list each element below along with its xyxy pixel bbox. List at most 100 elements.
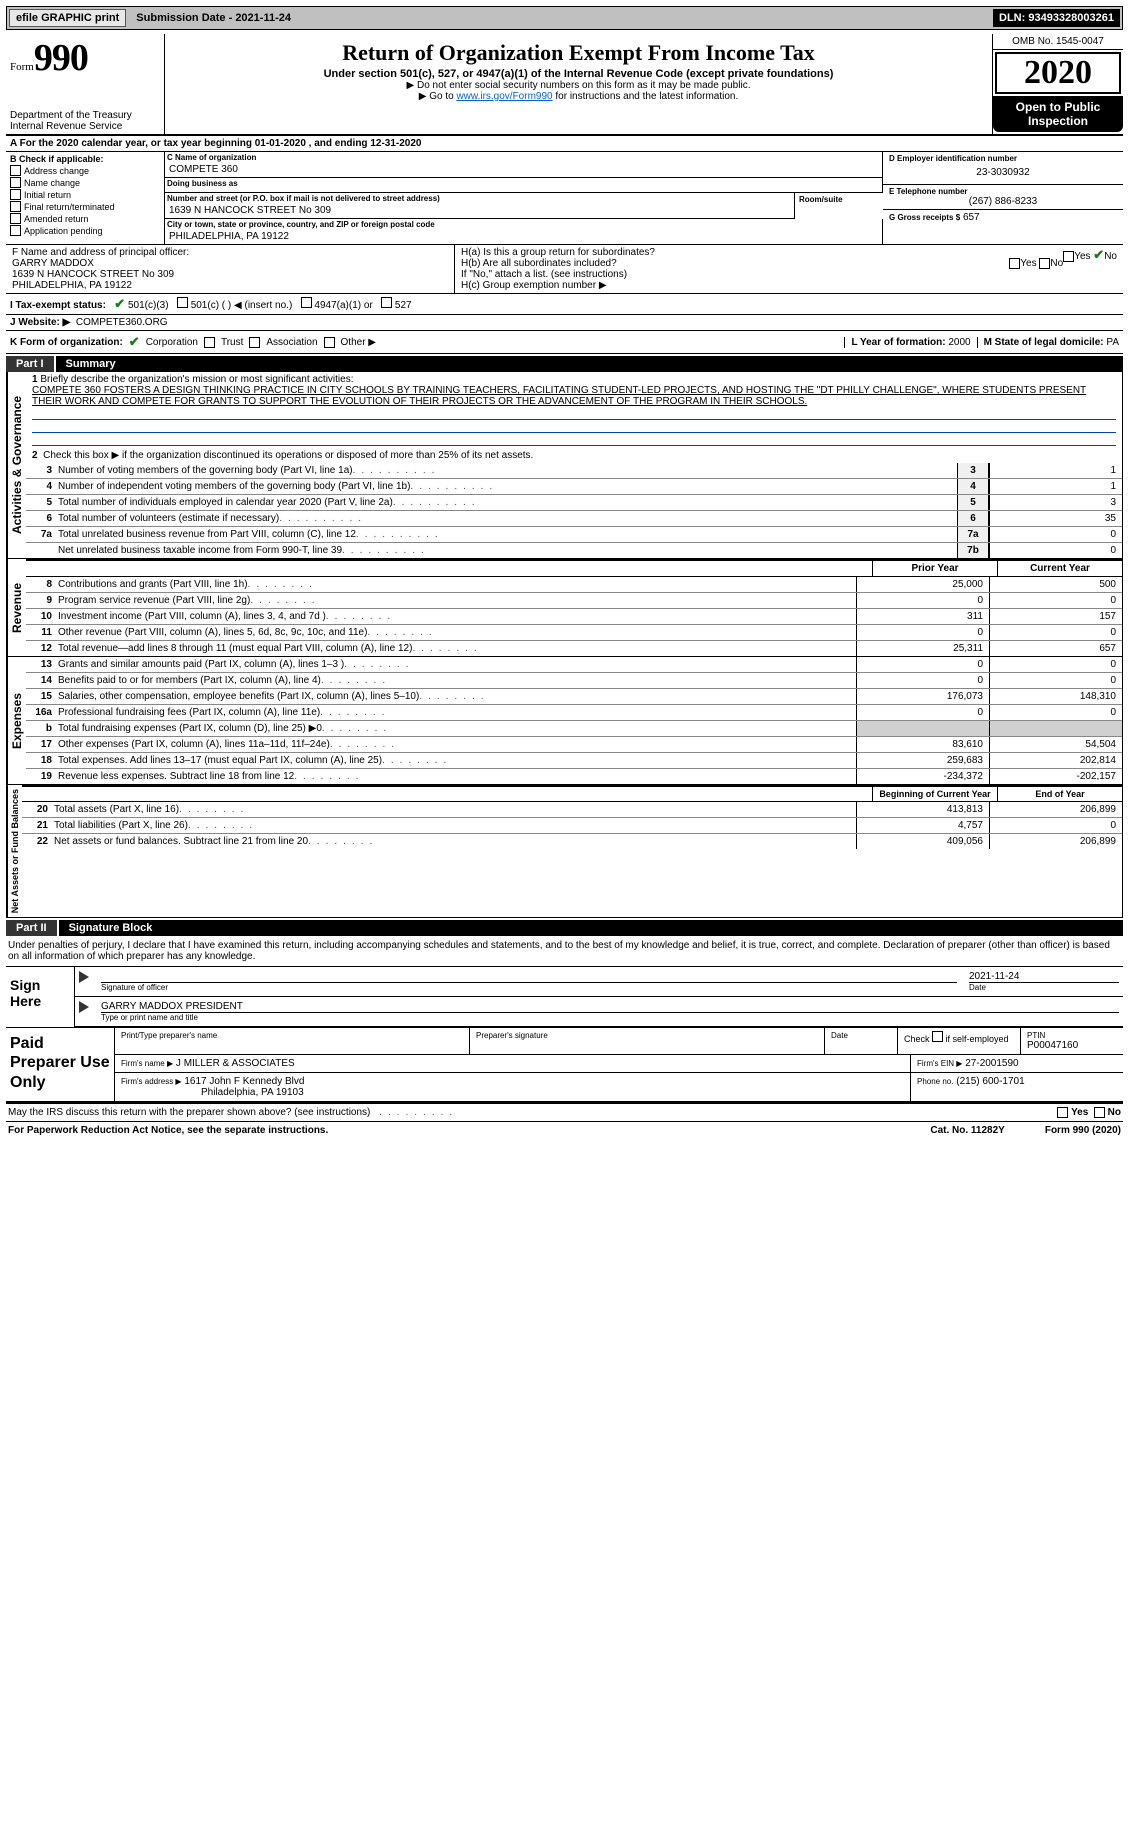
entity-block: B Check if applicable: Address changeNam… [6, 152, 1123, 245]
4947-checkbox[interactable] [301, 297, 312, 308]
line-ref: 7b [957, 543, 989, 558]
line-number: 16a [26, 705, 54, 720]
printed-name-label: Type or print name and title [101, 1012, 1119, 1022]
form-word: Form [10, 61, 34, 73]
k-corporation: Corporation [146, 337, 198, 348]
line-number [26, 543, 54, 558]
street-label: Number and street (or P.O. box if mail i… [167, 194, 440, 203]
dept-irs: Internal Revenue Service [10, 121, 160, 132]
line-desc: Program service revenue (Part VIII, line… [58, 595, 250, 606]
checkbox[interactable] [10, 213, 21, 224]
firm-name-label: Firm's name ▶ [121, 1059, 173, 1068]
ssn-warning: ▶ Do not enter social security numbers o… [171, 80, 986, 91]
expenses-vlabel: Expenses [7, 657, 26, 784]
current-year-value [989, 721, 1122, 736]
checkbox-label: Address change [24, 166, 89, 176]
dln-label: DLN: 93493328003261 [993, 9, 1120, 27]
hb-yes-checkbox[interactable] [1009, 258, 1020, 269]
discuss-yes-checkbox[interactable] [1057, 1107, 1068, 1118]
prior-year-value: 83,610 [856, 737, 989, 752]
line-ref: 6 [957, 511, 989, 526]
self-employed-checkbox[interactable] [932, 1031, 943, 1042]
current-year-header: Current Year [997, 561, 1122, 576]
checkbox[interactable] [10, 189, 21, 200]
firm-phone-label: Phone no. [917, 1077, 953, 1086]
501c-option: 501(c) ( ) ◀ (insert no.) [191, 300, 293, 311]
k-trust: Trust [221, 337, 243, 348]
part1-header: Part I Summary [6, 356, 1123, 372]
line-desc: Total unrelated business revenue from Pa… [58, 529, 356, 540]
prior-year-value: 413,813 [856, 802, 989, 817]
line-number: b [26, 721, 54, 736]
prior-year-value: 176,073 [856, 689, 989, 704]
line-number: 4 [26, 479, 54, 494]
instructions-link[interactable]: www.irs.gov/Form990 [456, 91, 552, 102]
revenue-vlabel: Revenue [7, 559, 26, 656]
m-value: PA [1106, 337, 1119, 348]
phone-label: E Telephone number [889, 187, 1117, 196]
no-label: No [1108, 1107, 1121, 1118]
k-trust-checkbox[interactable] [204, 337, 215, 348]
open-to-public: Open to Public Inspection [993, 96, 1123, 132]
website-value: COMPETE360.ORG [76, 317, 168, 328]
line-desc: Other expenses (Part IX, column (A), lin… [58, 739, 330, 750]
prior-year-value: 4,757 [856, 818, 989, 833]
current-year-value: 500 [989, 577, 1122, 592]
efile-print-button[interactable]: efile GRAPHIC print [9, 9, 126, 27]
k-other-checkbox[interactable] [324, 337, 335, 348]
prep-date-label: Date [831, 1031, 891, 1040]
pra-notice: For Paperwork Reduction Act Notice, see … [8, 1125, 328, 1136]
527-checkbox[interactable] [381, 297, 392, 308]
prior-year-value: 409,056 [856, 834, 989, 849]
line-number: 6 [26, 511, 54, 526]
line-desc: Professional fundraising fees (Part IX, … [58, 707, 320, 718]
form-footer: Form 990 (2020) [1045, 1125, 1121, 1136]
501c-checkbox[interactable] [177, 297, 188, 308]
line-number: 20 [22, 802, 50, 817]
line-value: 35 [989, 511, 1122, 526]
line-number: 7a [26, 527, 54, 542]
discuss-no-checkbox[interactable] [1094, 1107, 1105, 1118]
k-assoc-checkbox[interactable] [249, 337, 260, 348]
current-year-value: 0 [989, 657, 1122, 672]
checkbox[interactable] [10, 177, 21, 188]
firm-name: J MILLER & ASSOCIATES [176, 1058, 295, 1069]
line-desc: Salaries, other compensation, employee b… [58, 691, 419, 702]
l-value: 2000 [948, 337, 970, 348]
current-year-value: 0 [989, 625, 1122, 640]
governance-vlabel: Activities & Governance [7, 372, 26, 558]
current-year-value: 0 [989, 818, 1122, 833]
yes-label: Yes [1074, 251, 1090, 262]
sign-here-block: Sign Here Signature of officer 2021-11-2… [6, 967, 1123, 1027]
line-desc: Total liabilities (Part X, line 26) [54, 820, 188, 831]
line-value: 0 [989, 543, 1122, 558]
part2-title: Signature Block [59, 920, 1123, 936]
hb-no-checkbox[interactable] [1039, 258, 1050, 269]
arrow-icon [79, 971, 89, 983]
officer-label: F Name and address of principal officer: [12, 247, 448, 258]
firm-addr1: 1617 John F Kennedy Blvd [184, 1076, 304, 1087]
form-number: 990 [34, 37, 88, 79]
prior-year-value [856, 721, 989, 736]
current-year-value: 148,310 [989, 689, 1122, 704]
checkbox[interactable] [10, 165, 21, 176]
sig-date-value: 2021-11-24 [969, 971, 1119, 982]
checkbox[interactable] [10, 225, 21, 236]
dba-value [169, 180, 878, 190]
hb-label: H(b) Are all subordinates included? [461, 258, 617, 269]
self-employed-label: Check if self-employed [904, 1034, 1009, 1044]
tax-year: 2020 [995, 52, 1121, 94]
line-number: 17 [26, 737, 54, 752]
line-number: 14 [26, 673, 54, 688]
officer-sig-label: Signature of officer [101, 982, 957, 992]
ha-yes-checkbox[interactable] [1063, 251, 1074, 262]
checkbox[interactable] [10, 201, 21, 212]
part2-header: Part II Signature Block [6, 920, 1123, 936]
phone-value: (267) 886-8233 [889, 196, 1117, 207]
prior-year-header: Prior Year [872, 561, 997, 576]
yes-label: Yes [1071, 1107, 1088, 1118]
dept-treasury: Department of the Treasury [10, 110, 160, 121]
net-assets-vlabel: Net Assets or Fund Balances [7, 785, 22, 917]
firm-addr-label: Firm's address ▶ [121, 1077, 182, 1086]
line1-text: Briefly describe the organization's miss… [40, 374, 353, 385]
